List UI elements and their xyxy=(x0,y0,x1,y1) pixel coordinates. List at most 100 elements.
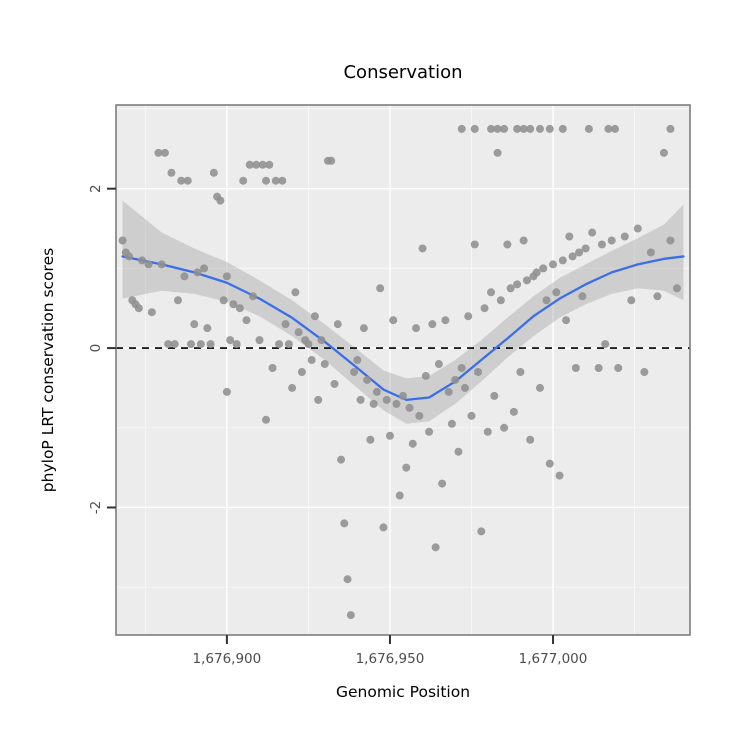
data-point xyxy=(487,124,496,133)
data-point xyxy=(509,407,518,416)
data-point xyxy=(219,296,228,305)
data-point xyxy=(584,124,593,133)
data-point xyxy=(232,340,241,349)
data-point xyxy=(173,296,182,305)
data-point xyxy=(500,124,509,133)
data-point xyxy=(200,264,209,273)
data-point xyxy=(372,387,381,396)
data-point xyxy=(451,375,460,384)
data-point xyxy=(555,471,564,480)
data-point xyxy=(627,296,636,305)
data-point xyxy=(147,308,156,317)
data-point xyxy=(288,383,297,392)
data-point xyxy=(356,395,365,404)
data-point xyxy=(480,304,489,313)
data-point xyxy=(575,248,584,257)
data-point xyxy=(578,292,587,301)
data-point xyxy=(252,160,261,169)
data-point xyxy=(183,176,192,185)
data-point xyxy=(271,176,280,185)
data-point xyxy=(526,124,535,133)
data-point xyxy=(500,423,509,432)
data-point xyxy=(532,268,541,277)
data-point xyxy=(366,435,375,444)
data-point xyxy=(177,176,186,185)
data-point xyxy=(405,403,414,412)
data-point xyxy=(447,419,456,428)
panel-border xyxy=(115,104,691,636)
data-point xyxy=(206,340,215,349)
data-point xyxy=(519,236,528,245)
data-point xyxy=(297,367,306,376)
data-point xyxy=(581,244,590,253)
data-point xyxy=(222,272,231,281)
data-point xyxy=(568,252,577,261)
data-point xyxy=(340,519,349,528)
data-point xyxy=(672,284,681,293)
x-axis-title: Genomic Position xyxy=(335,683,471,701)
data-point xyxy=(539,264,548,273)
data-point xyxy=(516,367,525,376)
data-point xyxy=(239,176,248,185)
data-point xyxy=(610,124,619,133)
data-point xyxy=(460,383,469,392)
data-point xyxy=(653,292,662,301)
data-point xyxy=(594,364,603,373)
data-point xyxy=(193,268,202,277)
data-point xyxy=(157,260,166,269)
data-point xyxy=(190,320,199,329)
data-point xyxy=(552,288,561,297)
data-point xyxy=(180,272,189,281)
data-point xyxy=(418,244,427,253)
data-point xyxy=(118,236,127,245)
data-point xyxy=(477,527,486,536)
data-point xyxy=(294,328,303,337)
confidence-ribbon xyxy=(122,200,684,424)
data-point xyxy=(666,124,675,133)
data-point xyxy=(314,395,323,404)
data-point xyxy=(350,367,359,376)
data-point xyxy=(558,256,567,265)
data-point xyxy=(369,399,378,408)
data-point xyxy=(209,168,218,177)
data-point xyxy=(659,148,668,157)
data-point xyxy=(434,360,443,369)
data-point xyxy=(496,296,505,305)
data-point xyxy=(483,427,492,436)
data-point xyxy=(535,383,544,392)
data-point xyxy=(304,340,313,349)
data-point xyxy=(490,391,499,400)
data-point xyxy=(457,364,466,373)
data-point xyxy=(640,367,649,376)
data-point xyxy=(216,196,225,205)
data-point xyxy=(389,316,398,325)
data-point xyxy=(549,260,558,269)
data-point xyxy=(337,455,346,464)
data-point xyxy=(588,228,597,237)
data-point xyxy=(278,176,287,185)
data-point xyxy=(565,232,574,241)
x-tick-label: 1,677,000 xyxy=(519,651,588,667)
data-point xyxy=(262,176,271,185)
data-point xyxy=(284,340,293,349)
data-point xyxy=(601,340,610,349)
data-point xyxy=(167,168,176,177)
data-point xyxy=(235,304,244,313)
data-point xyxy=(154,148,163,157)
data-point xyxy=(425,427,434,436)
data-point xyxy=(327,156,336,165)
data-point xyxy=(487,288,496,297)
smooth-line xyxy=(121,255,685,402)
data-point xyxy=(513,280,522,289)
data-point xyxy=(262,415,271,424)
data-point xyxy=(134,304,143,313)
data-point xyxy=(545,459,554,468)
data-point xyxy=(125,252,134,261)
data-point xyxy=(493,148,502,157)
data-point xyxy=(444,387,453,396)
data-point xyxy=(248,292,257,301)
data-point xyxy=(392,399,401,408)
data-point xyxy=(542,296,551,305)
data-point xyxy=(333,320,342,329)
